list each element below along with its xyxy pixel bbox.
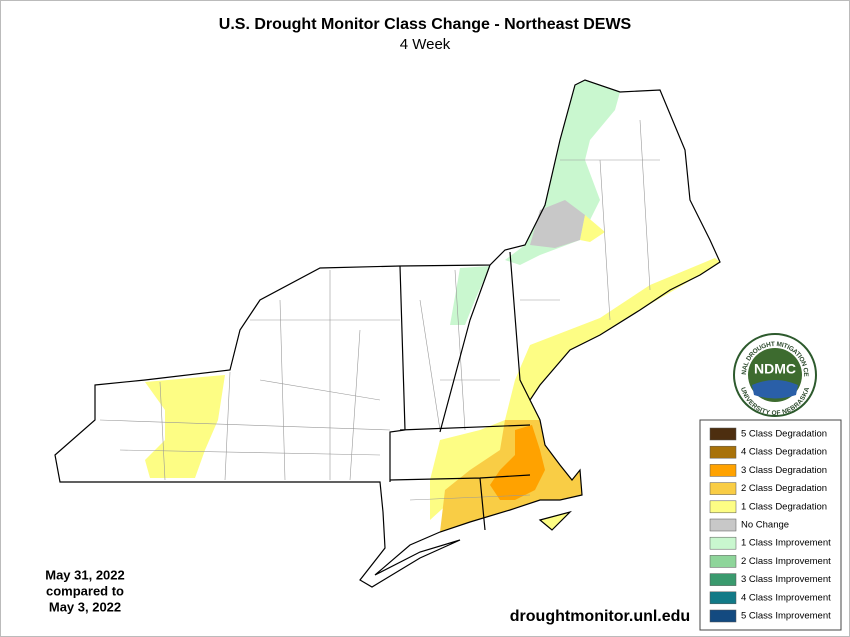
legend-swatch (709, 500, 737, 514)
legend-label: 5 Class Improvement (741, 611, 831, 622)
legend-swatch (709, 609, 737, 623)
legend-label: 4 Class Degradation (741, 447, 827, 458)
boundaries (54, 79, 721, 588)
title: U.S. Drought Monitor Class Change - Nort… (219, 16, 632, 33)
date-line: May 31, 2022 (45, 567, 125, 582)
source: droughtmonitor.unl.edu (510, 608, 690, 625)
legend-label: 4 Class Improvement (741, 592, 831, 603)
date-line: compared to (46, 583, 124, 598)
legend-swatch (709, 518, 737, 532)
area (580, 215, 605, 242)
area (505, 80, 620, 265)
legend-label: No Change (741, 520, 789, 531)
legend-swatch (709, 445, 737, 459)
logo-text: NDMC (754, 361, 796, 377)
legend-label: 2 Class Improvement (741, 556, 831, 567)
legend-swatch (709, 536, 737, 550)
area (490, 425, 545, 500)
area (145, 375, 225, 478)
legend-label: 2 Class Degradation (741, 483, 827, 494)
legend-swatch (709, 555, 737, 568)
legend-swatch (709, 591, 737, 605)
legend-swatch (709, 427, 737, 441)
subtitle: 4 Week (400, 36, 451, 53)
date-line: May 3, 2022 (49, 599, 121, 614)
legend-swatch (709, 573, 737, 586)
legend-swatch (709, 464, 737, 477)
legend-label: 3 Class Degradation (741, 465, 827, 476)
area (530, 200, 585, 248)
legend: 5 Class Degradation 4 Class Degradation 3 … (709, 427, 831, 623)
legend-label: 5 Class Degradation (741, 429, 827, 440)
change-areas (145, 80, 720, 532)
legend-label: 1 Class Improvement (741, 538, 831, 549)
area (450, 266, 490, 325)
legend-swatch (709, 482, 737, 495)
legend-label: 3 Class Improvement (741, 574, 831, 585)
legend-label: 1 Class Degradation (741, 501, 827, 512)
